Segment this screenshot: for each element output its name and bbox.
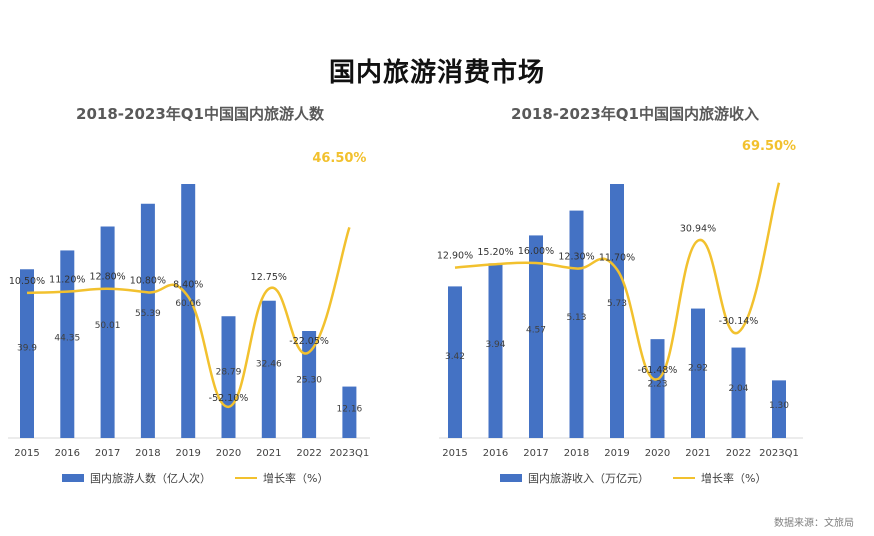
legend-line-swatch xyxy=(235,477,257,479)
bar xyxy=(529,235,543,438)
x-tick-label: 2018 xyxy=(135,448,160,459)
x-tick-label: 2022 xyxy=(296,448,321,459)
growth-line xyxy=(26,226,351,409)
growth-value-label: -61.48% xyxy=(638,365,678,376)
bar-value-label: 12.16 xyxy=(337,404,363,414)
growth-value-label: 12.90% xyxy=(437,251,473,262)
bar-value-label: 25.30 xyxy=(296,375,322,385)
bar-value-label: 5.73 xyxy=(607,299,627,309)
x-tick-label: 2021 xyxy=(256,448,281,459)
growth-value-label: 12.30% xyxy=(558,252,594,263)
growth-value-label: 12.75% xyxy=(251,272,287,283)
legend-bar-label: 国内旅游人数（亿人次） xyxy=(90,472,211,485)
growth-line xyxy=(454,182,781,381)
bar-value-label: 32.46 xyxy=(256,360,282,370)
legend-line-label: 增长率（%） xyxy=(263,472,329,485)
x-tick-label: 2015 xyxy=(442,448,467,459)
x-tick-label: 2023Q1 xyxy=(759,448,799,459)
bar-value-label: 2.92 xyxy=(688,364,708,374)
bar xyxy=(650,339,665,438)
bar-value-label: 5.13 xyxy=(566,313,586,323)
chart-title-visitors: 2018-2023年Q1中国国内旅游人数 xyxy=(76,105,324,123)
growth-value-label: -52.10% xyxy=(209,393,249,404)
bar xyxy=(221,316,236,438)
bar xyxy=(772,380,786,438)
page-title: 国内旅游消费市场 xyxy=(328,58,545,88)
x-tick-label: 2017 xyxy=(523,448,548,459)
bar xyxy=(60,250,75,438)
growth-value-label: 12.80% xyxy=(89,272,125,283)
growth-value-label: 30.94% xyxy=(680,224,716,235)
bar-value-label: 2.23 xyxy=(647,380,667,390)
x-tick-label: 2016 xyxy=(55,448,80,459)
legend-bar-swatch xyxy=(500,474,522,482)
x-tick-label: 2020 xyxy=(216,448,241,459)
bar-value-label: 3.94 xyxy=(485,340,505,350)
bar xyxy=(488,263,503,438)
bar xyxy=(261,300,276,438)
chart-title-revenue: 2018-2023年Q1中国国内旅游收入 xyxy=(511,105,759,123)
visitors-legend: 国内旅游人数（亿人次） 增长率（%） xyxy=(62,470,328,486)
x-tick-label: 2021 xyxy=(685,448,710,459)
bar xyxy=(731,347,746,438)
growth-highlight-label: 69.50% xyxy=(742,139,796,154)
growth-value-label: 16.00% xyxy=(518,246,554,257)
bar xyxy=(610,184,624,438)
growth-value-label: 11.20% xyxy=(49,275,85,286)
growth-value-label: 11.70% xyxy=(599,252,635,263)
x-tick-label: 2020 xyxy=(645,448,670,459)
bar-value-label: 4.57 xyxy=(526,326,546,336)
bar-value-label: 39.9 xyxy=(17,343,37,353)
revenue-legend: 国内旅游收入（万亿元） 增长率（%） xyxy=(500,470,766,486)
x-tick-label: 2019 xyxy=(604,448,629,459)
x-tick-label: 2018 xyxy=(564,448,589,459)
bar-value-label: 60.06 xyxy=(175,299,201,309)
legend-bar-label: 国内旅游收入（万亿元） xyxy=(528,472,649,485)
bar xyxy=(140,203,155,438)
x-tick-label: 2016 xyxy=(483,448,508,459)
growth-value-label: -30.14% xyxy=(719,316,759,327)
growth-value-label: 15.20% xyxy=(477,247,513,258)
growth-value-label: 10.50% xyxy=(9,276,45,287)
growth-value-label: 10.80% xyxy=(130,275,166,286)
bar xyxy=(569,210,584,438)
x-tick-label: 2023Q1 xyxy=(330,448,370,459)
growth-highlight-label: 46.50% xyxy=(312,151,366,166)
revenue-chart: 3.42 3.94 4.57 5.13 5.73 2.23 2.92 2.04 1.30 12.9… xyxy=(437,139,803,459)
bar-value-label: 28.79 xyxy=(216,368,242,378)
growth-value-label: 8.40% xyxy=(173,280,203,291)
x-tick-label: 2017 xyxy=(95,448,120,459)
bar-value-label: 2.04 xyxy=(728,384,748,394)
bar-value-label: 3.42 xyxy=(445,352,465,362)
bar xyxy=(100,226,115,438)
bar-value-label: 1.30 xyxy=(769,401,789,411)
growth-value-label: -22.05% xyxy=(289,336,329,347)
bar-value-label: 55.39 xyxy=(135,309,161,319)
x-tick-label: 2022 xyxy=(726,448,751,459)
bar xyxy=(448,286,462,438)
visitors-chart: 39.9 44.35 50.01 55.39 60.06 28.79 32.46 25.30 1… xyxy=(8,151,370,459)
bar xyxy=(181,184,196,438)
legend-bar-swatch xyxy=(62,474,84,482)
bar xyxy=(20,269,34,438)
bar-value-label: 44.35 xyxy=(54,333,80,343)
legend-line-swatch xyxy=(673,477,695,479)
bar xyxy=(691,308,705,438)
data-source-note: 数据来源：文旅局 xyxy=(774,518,854,529)
legend-line-label: 增长率（%） xyxy=(701,472,767,485)
bar-value-label: 50.01 xyxy=(95,321,121,331)
x-tick-label: 2019 xyxy=(175,448,200,459)
x-tick-label: 2015 xyxy=(14,448,39,459)
bar xyxy=(342,386,357,438)
bar xyxy=(302,331,317,438)
